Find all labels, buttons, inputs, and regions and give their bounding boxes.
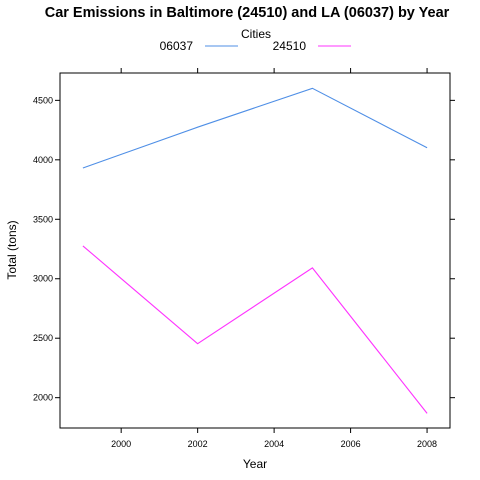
legend-label-06037: 06037 <box>160 39 194 53</box>
y-tick-label: 4000 <box>33 155 53 165</box>
x-axis: 2000 2002 2004 2006 2008 <box>111 68 437 449</box>
x-tick-label: 2006 <box>341 439 361 449</box>
y-tick-label: 2500 <box>33 333 53 343</box>
series-line-24510 <box>82 245 428 414</box>
legend-title: Cities <box>241 27 271 41</box>
x-tick-label: 2000 <box>111 439 131 449</box>
series-lines <box>82 87 428 414</box>
y-tick-label: 2000 <box>33 393 53 403</box>
plot-area <box>59 72 451 429</box>
y-axis-label: Total (tons) <box>5 220 19 279</box>
series-line-06037 <box>82 87 428 169</box>
y-tick-label: 4500 <box>33 95 53 105</box>
y-axis: 2000 2500 3000 3500 4000 4500 <box>33 95 455 403</box>
legend-label-24510: 24510 <box>273 39 307 53</box>
x-tick-label: 2002 <box>188 439 208 449</box>
x-axis-label: Year <box>243 457 267 471</box>
y-tick-label: 3000 <box>33 274 53 284</box>
y-tick-label: 3500 <box>33 214 53 224</box>
legend: Cities 06037 24510 <box>160 27 351 53</box>
chart-title: Car Emissions in Baltimore (24510) and L… <box>45 5 450 21</box>
x-tick-label: 2004 <box>264 439 284 449</box>
x-tick-label: 2008 <box>417 439 437 449</box>
